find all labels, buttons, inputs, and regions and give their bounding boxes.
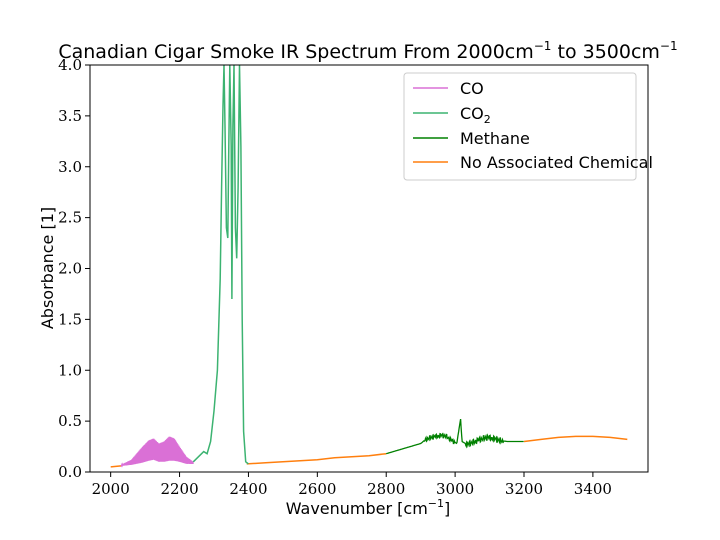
title-part-1: Canadian Cigar Smoke IR Spectrum From 20… [58,41,533,63]
series-none-segment-0 [110,465,122,468]
x-tick-label-3200: 3200 [505,480,543,498]
x-tick-label-2000: 2000 [92,480,130,498]
legend-label-co2-sub: 2 [484,113,491,126]
y-tick-label-7: 3.5 [58,107,82,125]
x-tick-label-2600: 2600 [298,480,336,498]
y-tick-label-3: 1.5 [58,310,82,328]
x-tick-label-2200: 2200 [160,480,198,498]
legend-label-co2-text: CO [460,104,484,123]
legend: CO CO2 Methane No Associated Chemical [403,72,653,181]
y-tick-label-6: 3.0 [58,158,82,176]
y-tick-label-0: 0.0 [58,463,82,481]
y-tick-label-2: 1.0 [58,361,82,379]
x-axis-label-end: ] [444,499,450,518]
series-none-segment-2 [523,435,628,443]
series-none-segment-1 [246,452,387,465]
y-tick-label-8: 4.0 [58,56,82,74]
series-group [110,65,628,468]
x-axis-label: Wavenumber [cm−1] [286,497,451,518]
x-axis-label-sup: −1 [428,497,444,510]
title-sup-2: −1 [660,39,678,53]
y-tick-label-4: 2.0 [58,260,82,278]
legend-label-co2: CO2 [460,104,491,126]
x-axis-label-text: Wavenumber [cm [286,499,428,518]
y-axis: 0.0 0.5 1.0 1.5 2.0 2.5 3.0 3.5 4.0 [58,56,90,481]
x-tick-label-3400: 3400 [574,480,612,498]
x-tick-label-2400: 2400 [229,480,267,498]
legend-label-co: CO [460,79,484,98]
y-axis-label: Absorbance [1] [38,207,57,329]
series-co2-line [192,65,249,465]
y-tick-label-5: 2.5 [58,209,82,227]
legend-box [403,72,637,181]
y-tick-label-1: 0.5 [58,412,82,430]
legend-label-methane: Methane [460,129,530,148]
x-axis: 2000 2200 2400 2600 2800 3000 3200 3400 [92,472,612,498]
series-co-line [120,436,194,468]
chart-title: Canadian Cigar Smoke IR Spectrum From 20… [58,39,677,63]
legend-label-none: No Associated Chemical [460,153,653,172]
title-part-2: to 3500cm [551,41,659,63]
x-tick-label-2800: 2800 [367,480,405,498]
title-sup-1: −1 [534,39,552,53]
series-methane-line [385,418,524,455]
x-tick-label-3000: 3000 [436,480,474,498]
